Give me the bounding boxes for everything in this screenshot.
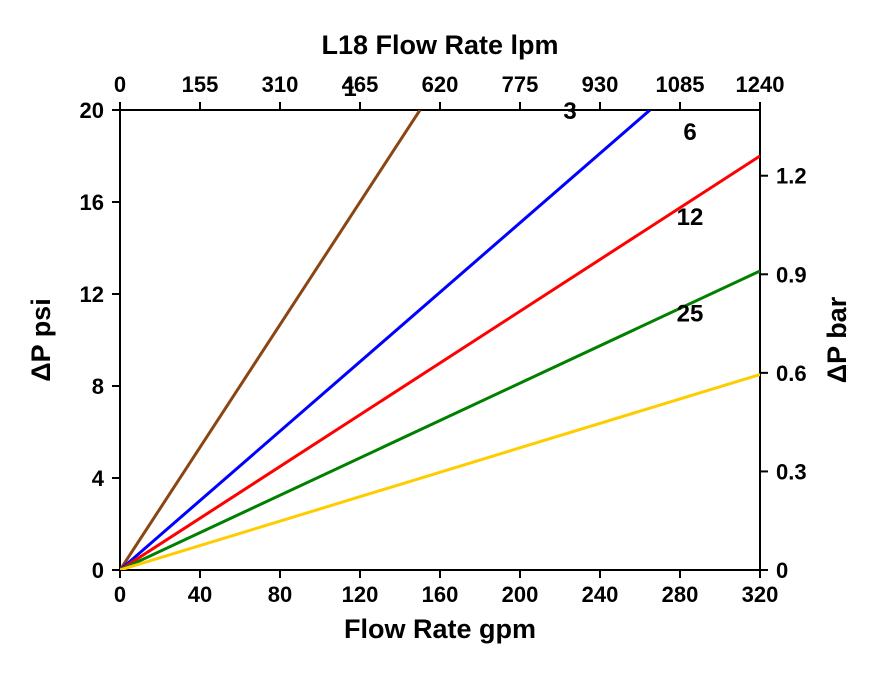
- y-tick-left: 12: [80, 282, 104, 307]
- x-tick-top: 930: [582, 72, 619, 97]
- series-label: 6: [683, 119, 696, 146]
- y-tick-left: 16: [80, 190, 104, 215]
- x-tick-bottom: 200: [502, 582, 539, 607]
- chart-title-top: L18 Flow Rate lpm: [321, 30, 558, 60]
- chart-container: 0408012016020024028032001553104656207759…: [0, 0, 884, 684]
- x-axis-label-bottom: Flow Rate gpm: [344, 614, 536, 644]
- y-tick-left: 20: [80, 98, 104, 123]
- y-tick-right: 0: [776, 558, 788, 583]
- y-tick-left: 8: [92, 374, 104, 399]
- x-tick-bottom: 240: [582, 582, 619, 607]
- x-tick-top: 1240: [736, 72, 785, 97]
- series-label: 3: [563, 98, 576, 125]
- chart-svg: 0408012016020024028032001553104656207759…: [0, 0, 884, 684]
- x-tick-top: 775: [502, 72, 539, 97]
- x-tick-bottom: 40: [188, 582, 212, 607]
- y-tick-right: 0.3: [776, 459, 807, 484]
- series-label: 25: [677, 301, 704, 328]
- x-tick-top: 620: [422, 72, 459, 97]
- x-tick-top: 0: [114, 72, 126, 97]
- x-tick-bottom: 0: [114, 582, 126, 607]
- series-label: 1: [343, 75, 356, 102]
- x-tick-bottom: 160: [422, 582, 459, 607]
- x-tick-bottom: 120: [342, 582, 379, 607]
- y-tick-left: 4: [92, 466, 105, 491]
- y-axis-label-left: ΔP psi: [26, 298, 56, 381]
- series-label: 12: [677, 204, 704, 231]
- y-tick-right: 0.9: [776, 262, 807, 287]
- x-tick-top: 155: [182, 72, 219, 97]
- y-tick-right: 0.6: [776, 361, 807, 386]
- x-tick-bottom: 80: [268, 582, 292, 607]
- y-tick-right: 1.2: [776, 164, 807, 189]
- x-tick-top: 310: [262, 72, 299, 97]
- y-axis-label-right: ΔP bar: [822, 296, 852, 383]
- y-tick-left: 0: [92, 558, 104, 583]
- x-tick-top: 1085: [656, 72, 705, 97]
- x-tick-bottom: 320: [742, 582, 779, 607]
- x-tick-bottom: 280: [662, 582, 699, 607]
